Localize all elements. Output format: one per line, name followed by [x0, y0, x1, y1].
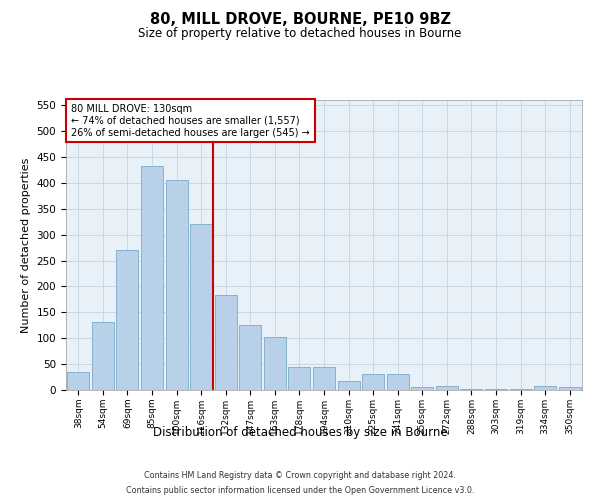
Bar: [166, 180, 188, 390]
Text: Size of property relative to detached houses in Bourne: Size of property relative to detached ho…: [139, 28, 461, 40]
Bar: [559, 388, 581, 390]
Bar: [436, 386, 458, 390]
Text: Contains HM Land Registry data © Crown copyright and database right 2024.: Contains HM Land Registry data © Crown c…: [144, 471, 456, 480]
Bar: [411, 388, 433, 390]
Bar: [313, 366, 335, 390]
Bar: [141, 166, 163, 390]
Bar: [485, 389, 507, 390]
Bar: [362, 374, 384, 390]
Bar: [92, 322, 114, 390]
Bar: [116, 250, 139, 390]
Bar: [264, 336, 286, 390]
Text: Contains public sector information licensed under the Open Government Licence v3: Contains public sector information licen…: [126, 486, 474, 495]
Bar: [289, 366, 310, 390]
Bar: [534, 386, 556, 390]
Text: 80, MILL DROVE, BOURNE, PE10 9BZ: 80, MILL DROVE, BOURNE, PE10 9BZ: [149, 12, 451, 28]
Bar: [239, 326, 262, 390]
Bar: [67, 372, 89, 390]
Y-axis label: Number of detached properties: Number of detached properties: [21, 158, 31, 332]
Bar: [338, 381, 359, 390]
Bar: [190, 224, 212, 390]
Bar: [460, 389, 482, 390]
Text: Distribution of detached houses by size in Bourne: Distribution of detached houses by size …: [152, 426, 448, 439]
Text: 80 MILL DROVE: 130sqm
← 74% of detached houses are smaller (1,557)
26% of semi-d: 80 MILL DROVE: 130sqm ← 74% of detached …: [71, 104, 310, 138]
Bar: [215, 295, 237, 390]
Bar: [386, 374, 409, 390]
